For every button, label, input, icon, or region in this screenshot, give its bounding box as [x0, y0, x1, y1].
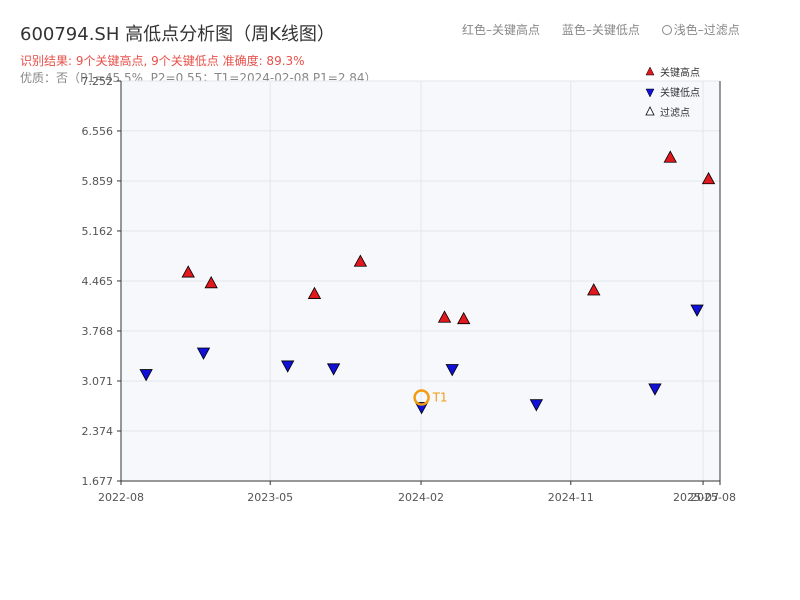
target-ring	[413, 389, 430, 406]
x-tick-label: 2025-08	[690, 491, 736, 504]
key-low-marker	[196, 347, 211, 360]
key-high-marker	[701, 171, 716, 185]
key-high-marker	[437, 310, 452, 323]
key-high-marker	[587, 283, 601, 296]
y-tick-label: 2.374	[82, 425, 114, 438]
legend-entry: 过滤点	[660, 106, 690, 119]
key-high-marker	[307, 286, 322, 299]
y-tick-label: 5.162	[82, 225, 114, 238]
key-low-marker	[445, 364, 459, 377]
y-tick-label: 3.768	[82, 325, 114, 338]
x-tick-label: 2024-11	[548, 491, 594, 504]
legend-filtered-icon	[645, 106, 655, 116]
x-tick-label: 2024-02	[398, 491, 444, 504]
key-low-marker	[690, 304, 704, 317]
legend-entry: 关键高点	[660, 66, 700, 79]
key-low-marker	[529, 399, 544, 412]
key-high-marker	[663, 150, 677, 163]
legend-entry: 关键低点	[660, 86, 700, 99]
key-low-marker	[326, 363, 341, 376]
chart-title: 600794.SH 高低点分析图（周K线图）	[20, 24, 335, 45]
legend-light-label: 浅色–过滤点	[673, 23, 740, 37]
key-low-marker	[648, 383, 662, 396]
legend-red-text: 红色–关键高点	[462, 23, 541, 37]
x-tick-label: 2025-07	[673, 491, 719, 504]
legend-light-text: 浅色–过滤点	[661, 23, 758, 37]
y-tick-label: 7.252	[82, 75, 114, 88]
y-tick-label: 1.677	[82, 475, 114, 488]
y-tick-label: 6.556	[82, 125, 114, 138]
legend-low-icon	[645, 88, 655, 98]
y-tick-label: 3.071	[82, 375, 114, 388]
target-label: T1	[432, 391, 448, 405]
key-low-marker	[281, 360, 295, 373]
legend-high-icon	[645, 66, 655, 76]
y-tick-label: 4.465	[82, 275, 114, 288]
x-tick-label: 2022-08	[98, 491, 144, 504]
key-low-marker	[414, 402, 429, 415]
key-high-marker	[204, 275, 218, 289]
circle-icon	[661, 25, 672, 35]
key-high-marker	[181, 265, 195, 278]
key-high-marker	[457, 311, 471, 325]
legend-blue-text: 蓝色–关键低点	[561, 23, 640, 37]
key-low-marker	[139, 369, 153, 382]
y-tick-label: 5.859	[82, 175, 114, 188]
key-high-marker	[353, 254, 368, 267]
result-summary: 识别结果: 9个关键高点, 9个关键低点 准确度: 89.3%	[20, 54, 305, 68]
top-legend: 红色–关键高点 蓝色–关键低点 浅色–过滤点	[462, 21, 776, 38]
x-tick-label: 2023-05	[247, 491, 293, 504]
